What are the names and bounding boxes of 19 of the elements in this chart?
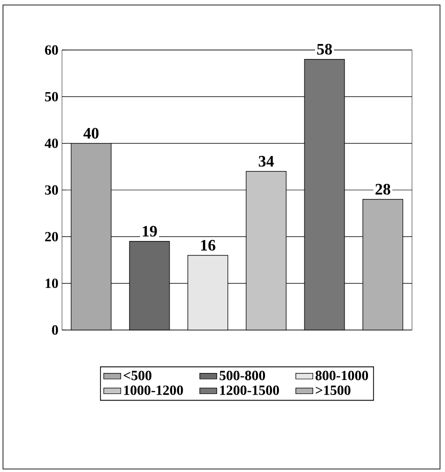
data-label: 16 <box>201 240 216 251</box>
y-tick-label: 10 <box>46 278 58 288</box>
legend-label: 1000-1200 <box>124 386 183 395</box>
data-label: 34 <box>258 156 274 167</box>
y-tick-label: 20 <box>45 232 58 242</box>
y-tick-label: 40 <box>44 138 58 148</box>
data-label: 58 <box>317 44 332 55</box>
y-tick-label: 60 <box>45 45 58 55</box>
data-label: 19 <box>142 226 157 237</box>
data-label: 40 <box>83 128 99 139</box>
data-label: 28 <box>376 184 390 195</box>
legend-label: 500-800 <box>220 370 266 380</box>
legend-label: >1500 <box>316 386 350 395</box>
y-tick-label: 30 <box>45 185 58 195</box>
legend-label: 1200-1500 <box>220 386 279 395</box>
y-tick-label: 0 <box>52 325 58 335</box>
y-tick-label: 50 <box>45 92 58 102</box>
legend-label: 800-1000 <box>316 370 368 380</box>
legend-label: <500 <box>124 370 152 380</box>
